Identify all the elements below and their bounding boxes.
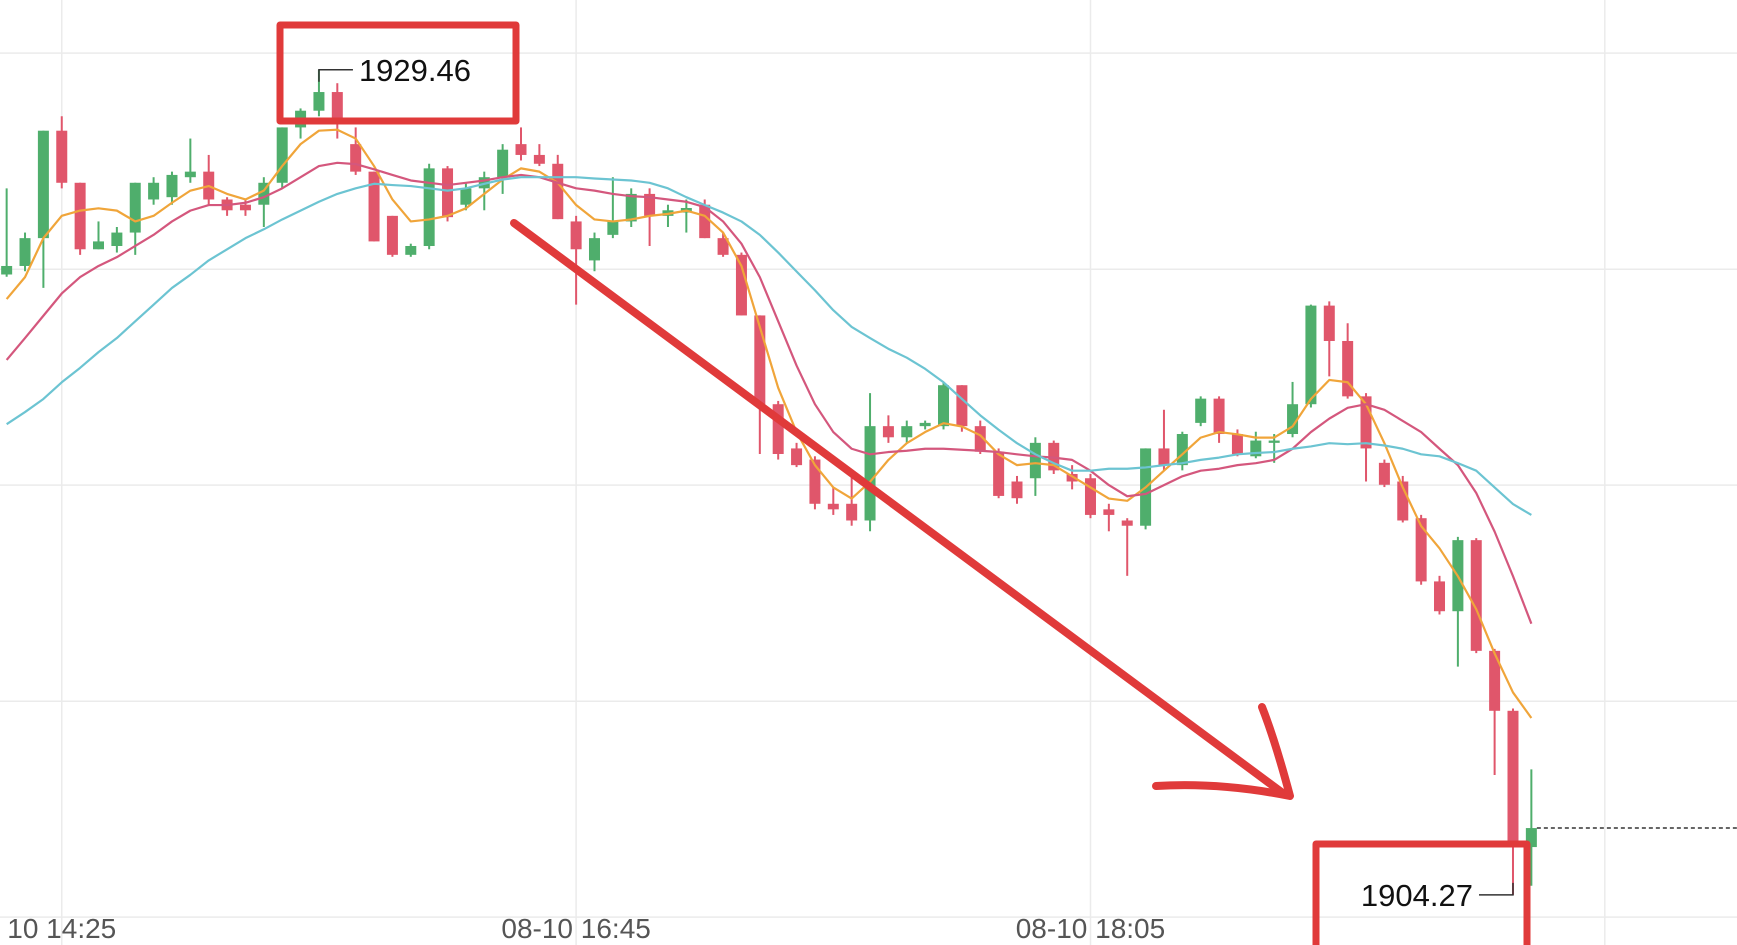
low-label: 1904.27 bbox=[1361, 878, 1473, 913]
candle-body bbox=[148, 182, 160, 200]
candle-body bbox=[74, 182, 86, 250]
candle-body bbox=[276, 127, 288, 183]
ma-line bbox=[5, 161, 1533, 625]
candle-body bbox=[166, 174, 178, 198]
candle-body bbox=[1397, 481, 1409, 521]
high-label: 1929.46 bbox=[359, 53, 471, 88]
candle-body bbox=[1250, 440, 1262, 457]
annotations bbox=[276, 21, 1531, 945]
candle-body bbox=[882, 426, 894, 438]
candle-body bbox=[497, 149, 509, 178]
candle-body bbox=[1323, 305, 1335, 341]
candle-body bbox=[588, 238, 600, 261]
candle-body bbox=[1434, 581, 1446, 612]
candle-body bbox=[184, 171, 196, 178]
candle-body bbox=[129, 182, 141, 233]
candle-body bbox=[754, 315, 766, 405]
candle-body bbox=[864, 426, 876, 521]
label-leader bbox=[318, 69, 353, 82]
candle-body bbox=[93, 241, 104, 250]
candle-body bbox=[386, 215, 398, 255]
candle-body bbox=[1, 265, 13, 275]
candle-body bbox=[1176, 434, 1188, 466]
candle-body bbox=[350, 144, 362, 172]
candle-body bbox=[570, 221, 582, 250]
candle-body bbox=[919, 422, 931, 427]
candle-body bbox=[1305, 305, 1317, 405]
candle-body bbox=[956, 385, 968, 427]
candle-body bbox=[974, 426, 986, 452]
candle-body bbox=[460, 188, 472, 205]
candle-body bbox=[1084, 478, 1096, 515]
candle-body bbox=[1213, 398, 1225, 435]
candle-body bbox=[901, 426, 913, 438]
candle-body bbox=[1103, 509, 1115, 515]
candle-body bbox=[1287, 404, 1299, 435]
candle-body bbox=[1231, 434, 1243, 454]
candle-body bbox=[1121, 520, 1133, 526]
candle-body bbox=[846, 503, 858, 521]
candle-body bbox=[1195, 398, 1207, 423]
candle-body bbox=[1158, 448, 1170, 466]
candle-body bbox=[938, 385, 950, 427]
candle-body bbox=[405, 245, 417, 255]
candle-body bbox=[19, 238, 31, 266]
candle-body bbox=[791, 448, 803, 466]
candle-body bbox=[607, 221, 619, 235]
candle-body bbox=[1378, 462, 1390, 485]
candle-body bbox=[1507, 710, 1519, 848]
trend-arrow-head bbox=[1152, 703, 1294, 800]
candle-body bbox=[1011, 481, 1023, 499]
x-tick-label: 08-10 18:05 bbox=[1016, 913, 1165, 944]
candle-body bbox=[1066, 473, 1078, 482]
candle-body bbox=[644, 193, 656, 216]
candle-body bbox=[533, 154, 545, 164]
candle-body bbox=[625, 193, 637, 222]
candle-body bbox=[717, 238, 729, 255]
candle-body bbox=[1342, 340, 1354, 397]
x-tick-label: 08-10 16:45 bbox=[501, 913, 650, 944]
candle-body bbox=[772, 404, 784, 454]
candle-body bbox=[1525, 828, 1537, 848]
candle-body bbox=[368, 171, 380, 242]
candle-body bbox=[258, 182, 270, 205]
highlight-box bbox=[276, 21, 520, 125]
highlight-box bbox=[1312, 840, 1531, 945]
candle-body bbox=[552, 163, 564, 220]
x-tick-label: 10 14:25 bbox=[7, 913, 116, 944]
candle-body bbox=[442, 168, 454, 218]
candle-body bbox=[699, 204, 711, 239]
candle-body bbox=[809, 459, 821, 504]
candle-body bbox=[515, 144, 527, 155]
candle-body bbox=[37, 130, 49, 239]
candle-body bbox=[1470, 540, 1482, 651]
trend-arrow bbox=[510, 219, 1288, 798]
candle-body bbox=[313, 92, 325, 111]
ma-line bbox=[5, 128, 1533, 719]
candle-body bbox=[827, 503, 839, 510]
label-leader bbox=[1478, 882, 1514, 896]
candle-body bbox=[423, 168, 435, 246]
ma-line bbox=[6, 176, 1532, 516]
candle-body bbox=[111, 232, 123, 246]
candle-body bbox=[1489, 650, 1501, 711]
candle-body bbox=[239, 204, 251, 211]
candle-body bbox=[1360, 396, 1372, 449]
candle-body bbox=[56, 130, 68, 183]
candle-body bbox=[993, 451, 1005, 496]
candle-body bbox=[1268, 440, 1280, 443]
candle-body bbox=[1415, 518, 1427, 582]
candle-body bbox=[331, 92, 343, 122]
candle-body bbox=[1029, 442, 1041, 479]
candle-body bbox=[735, 254, 747, 316]
